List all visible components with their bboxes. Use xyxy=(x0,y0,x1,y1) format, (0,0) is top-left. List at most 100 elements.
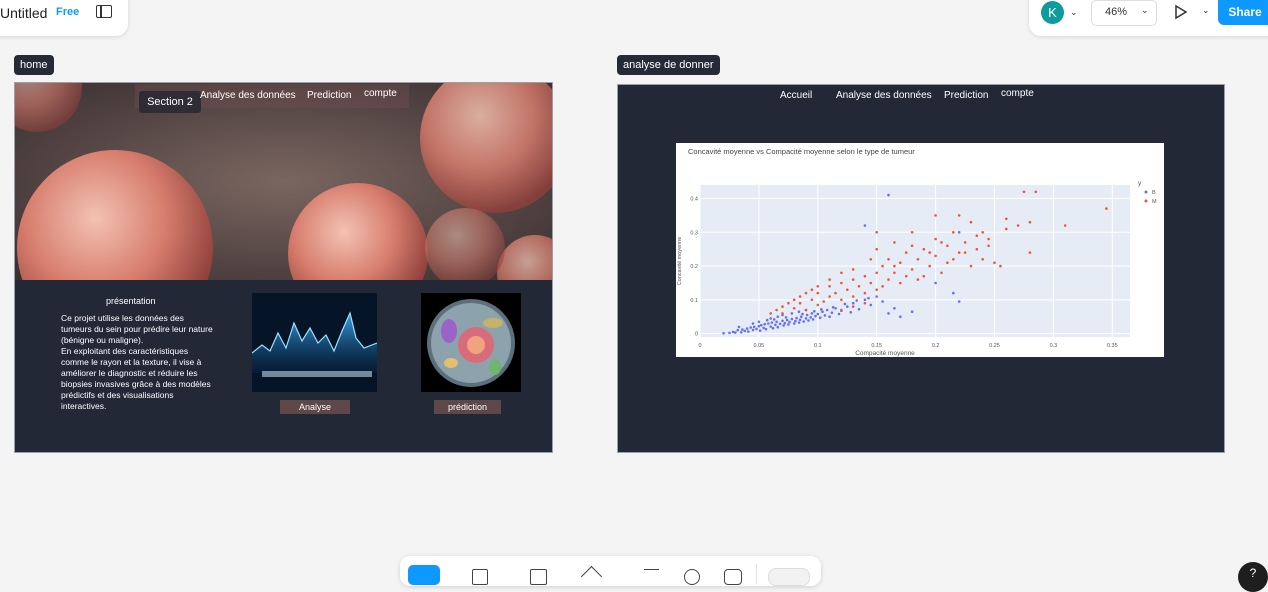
legend-entry-m: M xyxy=(1152,199,1157,205)
data-point-m xyxy=(840,271,843,275)
dev-mode-toggle[interactable] xyxy=(768,568,810,586)
nav-accueil[interactable]: Accueil xyxy=(780,90,813,101)
data-point-b xyxy=(775,320,778,324)
avatar[interactable]: K xyxy=(1041,1,1064,24)
data-point-m xyxy=(981,258,984,261)
data-point-b xyxy=(769,317,772,320)
frame-label-analyse[interactable]: analyse de donner xyxy=(617,55,720,75)
data-point-m xyxy=(840,281,843,285)
move-tool-button[interactable] xyxy=(408,565,440,585)
data-point-b xyxy=(778,322,782,326)
nav-compte[interactable]: compte xyxy=(1001,88,1034,99)
data-point-b xyxy=(741,328,744,331)
sidebar-toggle-icon[interactable] xyxy=(96,5,112,18)
data-point-m xyxy=(828,295,831,298)
analyse-button[interactable]: Analyse xyxy=(280,400,350,414)
data-point-m xyxy=(804,291,808,295)
y-tick-label: 0.1 xyxy=(690,298,698,304)
nav-prediction[interactable]: Prediction xyxy=(307,90,352,101)
data-point-m xyxy=(881,285,884,288)
y-tick-label: 0 xyxy=(695,332,698,338)
data-point-m xyxy=(916,258,920,261)
data-point-b xyxy=(755,327,758,331)
data-point-b xyxy=(887,193,890,197)
actions-tool-icon[interactable] xyxy=(724,569,742,585)
data-point-b xyxy=(792,322,796,325)
nav-compte[interactable]: compte xyxy=(364,88,397,99)
play-icon[interactable] xyxy=(1174,4,1188,20)
data-point-m xyxy=(792,298,796,302)
data-point-b xyxy=(820,308,823,311)
help-button[interactable]: ? xyxy=(1238,562,1268,592)
scatter-chart[interactable]: 0 0.05 0.1 0.15 0.2 0.25 0.3 0.35 0 0.1 0.2 0.3 0.4 C… xyxy=(676,143,1164,357)
comment-tool-icon[interactable] xyxy=(684,569,700,585)
legend-title: y xyxy=(1138,180,1142,187)
data-point-m xyxy=(910,268,914,271)
section-chip[interactable]: Section 2 xyxy=(139,91,201,113)
nav-prediction[interactable]: Prediction xyxy=(944,90,989,101)
data-point-m xyxy=(887,278,890,281)
data-point-m xyxy=(940,271,943,275)
data-point-m xyxy=(975,234,979,237)
presentation-title: présentation xyxy=(106,296,156,306)
data-point-b xyxy=(843,302,847,306)
zoom-select[interactable] xyxy=(1091,0,1157,26)
data-point-b xyxy=(798,318,802,322)
data-point-m xyxy=(987,237,990,241)
text-tool-icon[interactable] xyxy=(644,569,659,584)
nav-analyse-donnees[interactable]: Analyse des données xyxy=(836,90,932,101)
data-point-b xyxy=(893,307,896,310)
data-point-b xyxy=(837,312,841,316)
data-point-b xyxy=(867,296,870,300)
legend-entry-b: B xyxy=(1152,190,1156,196)
data-point-m xyxy=(946,261,949,264)
data-point-m xyxy=(810,298,814,302)
data-point-b xyxy=(794,319,797,323)
frame-tool-icon[interactable] xyxy=(472,569,488,585)
hero-image xyxy=(15,83,552,280)
data-point-b xyxy=(807,319,810,322)
data-point-m xyxy=(828,278,831,281)
data-point-m xyxy=(981,231,984,234)
chevron-down-icon[interactable]: ⌄ xyxy=(1202,5,1210,15)
plot-area xyxy=(700,185,1130,337)
data-point-m xyxy=(804,308,808,312)
data-point-b xyxy=(857,308,861,311)
data-point-b xyxy=(863,224,867,227)
data-point-b xyxy=(776,325,780,329)
share-button[interactable]: Share xyxy=(1218,0,1268,25)
data-point-m xyxy=(987,244,990,248)
data-point-m xyxy=(1063,224,1067,227)
nav-analyse-donnees[interactable]: Analyse des données xyxy=(200,90,296,101)
data-point-m xyxy=(928,264,931,268)
data-point-m xyxy=(952,258,955,261)
pen-tool-icon[interactable] xyxy=(580,565,603,588)
data-point-b xyxy=(830,311,834,314)
data-point-b xyxy=(797,321,801,324)
data-point-m xyxy=(863,274,867,278)
shape-tool-icon[interactable] xyxy=(530,569,547,585)
prediction-button[interactable]: prédiction xyxy=(434,400,501,414)
data-point-m xyxy=(934,214,937,217)
data-point-b xyxy=(758,329,762,332)
data-point-m xyxy=(1005,217,1008,221)
data-point-b xyxy=(814,314,817,318)
data-point-m xyxy=(975,247,979,251)
cell-image xyxy=(421,293,521,392)
x-tick-label: 0.2 xyxy=(932,343,940,349)
data-point-b xyxy=(743,329,747,333)
x-axis-label: Compacité moyenne xyxy=(855,350,915,357)
data-point-m xyxy=(899,261,902,264)
presentation-text: Ce projet utilise les données des tumeur… xyxy=(61,313,213,411)
data-point-m xyxy=(810,288,814,291)
frame-label-home[interactable]: home xyxy=(14,55,54,75)
chevron-down-icon[interactable]: ⌄ xyxy=(1070,7,1078,17)
x-tick-label: 0.15 xyxy=(871,343,882,349)
scatter-chart-svg[interactable]: 0 0.05 0.1 0.15 0.2 0.25 0.3 0.35 0 0.1 0.2 0.3 0.4 C… xyxy=(676,143,1164,357)
data-point-m xyxy=(928,251,931,254)
file-title[interactable]: Untitled xyxy=(0,5,48,21)
data-point-m xyxy=(816,303,820,307)
data-point-b xyxy=(760,323,763,327)
data-point-m xyxy=(881,264,884,268)
data-point-m xyxy=(846,288,849,291)
